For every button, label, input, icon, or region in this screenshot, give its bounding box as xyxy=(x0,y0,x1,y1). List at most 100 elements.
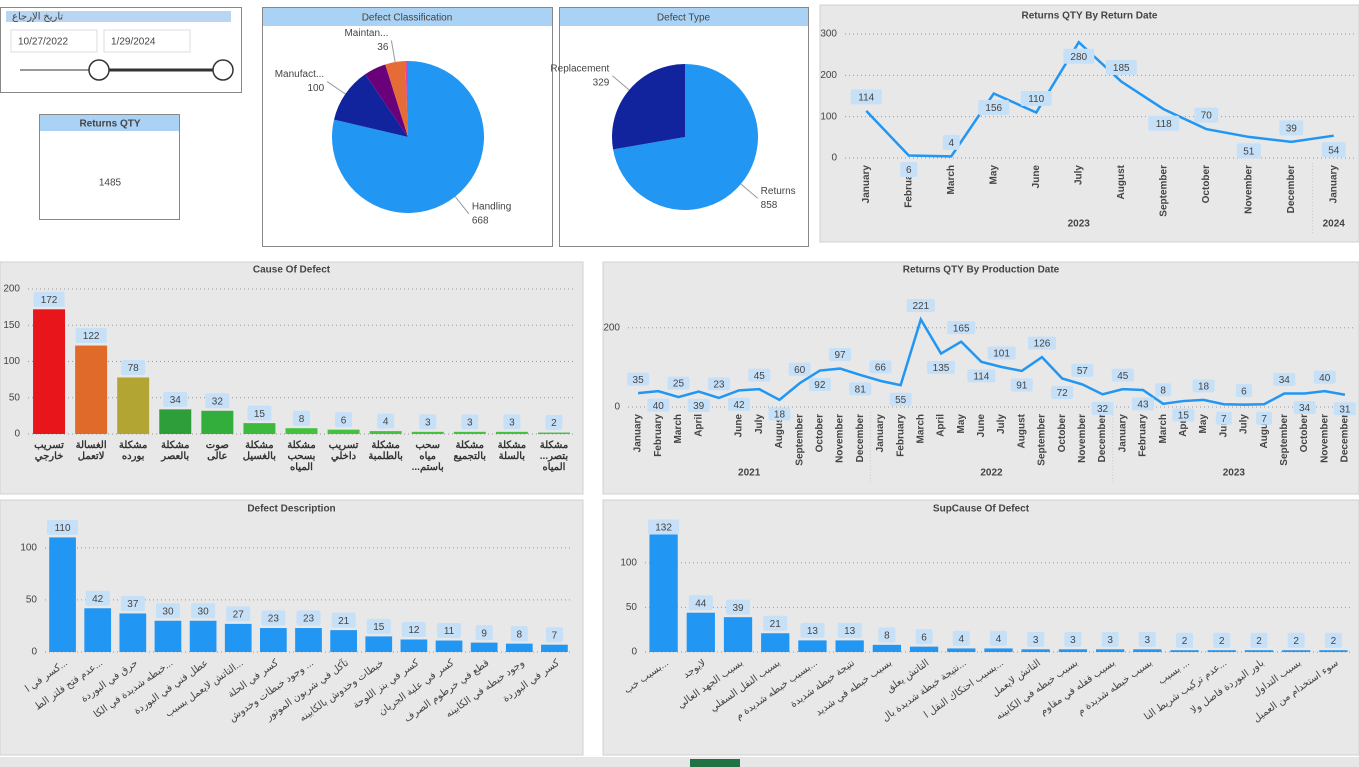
data-label: 2 xyxy=(1293,636,1299,647)
data-label-box xyxy=(1155,383,1172,397)
data-label: 156 xyxy=(985,103,1002,114)
data-label-box xyxy=(648,519,680,535)
y-tick-label: 200 xyxy=(820,70,837,81)
bar xyxy=(400,639,428,652)
start-date: 10/27/2022 xyxy=(18,37,68,48)
data-label: 39 xyxy=(732,603,744,614)
bar xyxy=(224,623,252,652)
leader-line xyxy=(740,183,758,199)
data-label-box xyxy=(33,291,65,307)
date-input[interactable] xyxy=(10,29,98,53)
x-tick-label: March xyxy=(946,165,957,194)
data-label-box xyxy=(978,100,1010,116)
slicer-header xyxy=(6,11,231,22)
bar xyxy=(75,345,108,434)
bar xyxy=(761,633,790,652)
data-label: 4 xyxy=(996,634,1002,645)
pie-label: Handling xyxy=(472,201,511,212)
y-tick-label: 50 xyxy=(626,602,638,613)
data-label: 122 xyxy=(83,331,100,342)
data-label: 57 xyxy=(1077,366,1089,377)
bar xyxy=(1133,649,1162,652)
end-date: 1/29/2024 xyxy=(111,37,156,48)
pie-slice xyxy=(405,61,408,137)
data-label-box xyxy=(748,368,771,382)
data-label-box xyxy=(296,610,321,626)
data-label: 2 xyxy=(1182,636,1188,647)
data-label: 6 xyxy=(906,165,912,176)
pie-label: Manufact... xyxy=(275,69,324,80)
data-label-box xyxy=(878,627,896,643)
data-label: 55 xyxy=(895,395,907,406)
data-label: 7 xyxy=(552,630,558,641)
data-label: 110 xyxy=(55,523,71,534)
data-label-box xyxy=(401,622,426,637)
date-input[interactable] xyxy=(103,29,191,53)
x-tick-label: صوت عالى xyxy=(205,440,229,462)
data-label-box xyxy=(1010,378,1033,392)
data-label: 34 xyxy=(1299,403,1311,414)
x-tick-label: January xyxy=(1328,165,1339,204)
pie-value: 100 xyxy=(308,83,325,94)
x-tick-label: October xyxy=(814,414,825,452)
data-label-box xyxy=(1027,631,1045,647)
bar xyxy=(1319,650,1348,652)
data-label-box xyxy=(728,397,751,411)
bar xyxy=(159,409,192,434)
data-label: 81 xyxy=(855,385,867,396)
data-label: 13 xyxy=(844,626,856,637)
data-label: 32 xyxy=(1097,404,1109,415)
data-label: 3 xyxy=(1033,635,1039,646)
data-label: 280 xyxy=(1070,52,1087,63)
data-label: 51 xyxy=(1243,147,1255,158)
data-label-box xyxy=(915,629,933,645)
bar xyxy=(541,644,568,652)
tab[interactable] xyxy=(690,759,740,767)
x-tick-label: June xyxy=(1218,414,1229,438)
data-label: 21 xyxy=(338,616,350,627)
x-tick-label: December xyxy=(1340,414,1351,462)
data-label-box xyxy=(906,298,935,312)
data-label-box xyxy=(837,622,862,638)
y-tick-label: 0 xyxy=(614,402,620,413)
x-tick-label: مشكلة بسحب المياه xyxy=(287,440,316,473)
slider-handle[interactable] xyxy=(88,59,110,81)
card-value: 1485 xyxy=(99,178,122,189)
y-tick-label: 0 xyxy=(14,429,20,440)
data-label: 35 xyxy=(633,375,645,386)
chart-title: Defect Description xyxy=(247,504,335,515)
data-label: 3 xyxy=(467,417,473,428)
bar xyxy=(327,429,360,434)
data-label: 44 xyxy=(695,598,707,609)
data-label: 66 xyxy=(875,362,887,373)
bar xyxy=(369,431,402,434)
data-label: 11 xyxy=(444,626,455,637)
data-label: 21 xyxy=(770,619,782,630)
y-tick-label: 100 xyxy=(3,356,20,367)
data-label: 45 xyxy=(754,371,766,382)
data-label: 34 xyxy=(1279,375,1291,386)
x-tick-label: April xyxy=(693,414,704,437)
data-label-box xyxy=(849,382,872,396)
bar xyxy=(260,628,287,652)
bar xyxy=(330,630,357,652)
x-tick-label: October xyxy=(1299,414,1310,452)
data-label-box xyxy=(1131,397,1154,411)
data-label-box xyxy=(726,599,751,615)
data-label-box xyxy=(1287,632,1305,648)
x-tick-label: July xyxy=(996,414,1007,434)
data-label-box xyxy=(1027,336,1056,350)
data-label: 7 xyxy=(1261,414,1267,425)
y-tick-label: 300 xyxy=(820,29,837,40)
slicer-title: تاريخ الإرجاع xyxy=(12,12,63,23)
data-label: 31 xyxy=(1339,404,1351,415)
panel-header xyxy=(560,8,808,26)
data-label: 27 xyxy=(233,610,245,621)
bar xyxy=(49,537,76,652)
slider-handle[interactable] xyxy=(212,59,234,81)
pie-value: 858 xyxy=(761,200,778,211)
data-label-box xyxy=(1250,632,1268,648)
data-label: 12 xyxy=(408,625,420,636)
pie-slice xyxy=(331,61,484,213)
data-label: 3 xyxy=(1107,635,1113,646)
